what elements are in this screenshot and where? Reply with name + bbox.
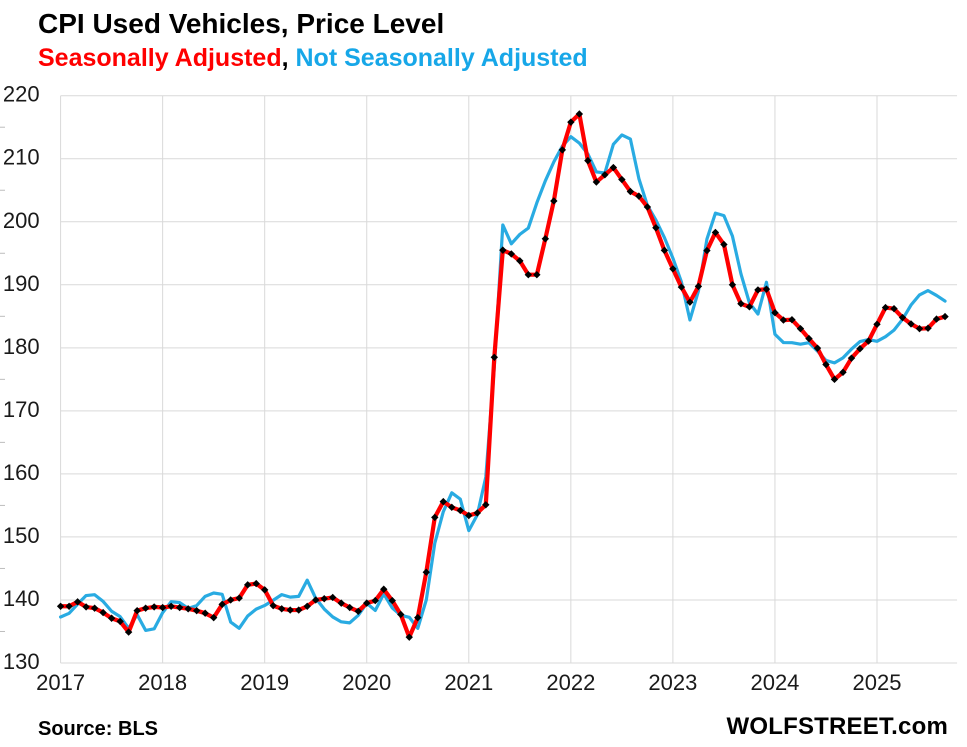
svg-text:2024: 2024 — [750, 670, 799, 695]
svg-text:130: 130 — [3, 649, 40, 674]
svg-text:190: 190 — [3, 271, 40, 296]
svg-text:2018: 2018 — [138, 670, 187, 695]
svg-text:140: 140 — [3, 586, 40, 611]
svg-text:2025: 2025 — [853, 670, 902, 695]
svg-text:2020: 2020 — [342, 670, 391, 695]
svg-text:170: 170 — [3, 397, 40, 422]
svg-text:180: 180 — [3, 334, 40, 359]
svg-text:2023: 2023 — [648, 670, 697, 695]
svg-text:160: 160 — [3, 460, 40, 485]
svg-text:2022: 2022 — [546, 670, 595, 695]
svg-text:220: 220 — [3, 82, 40, 107]
svg-text:2017: 2017 — [36, 670, 85, 695]
svg-text:150: 150 — [3, 523, 40, 548]
svg-text:2019: 2019 — [240, 670, 289, 695]
svg-text:2021: 2021 — [444, 670, 493, 695]
svg-text:210: 210 — [3, 145, 40, 170]
svg-text:200: 200 — [3, 208, 40, 233]
